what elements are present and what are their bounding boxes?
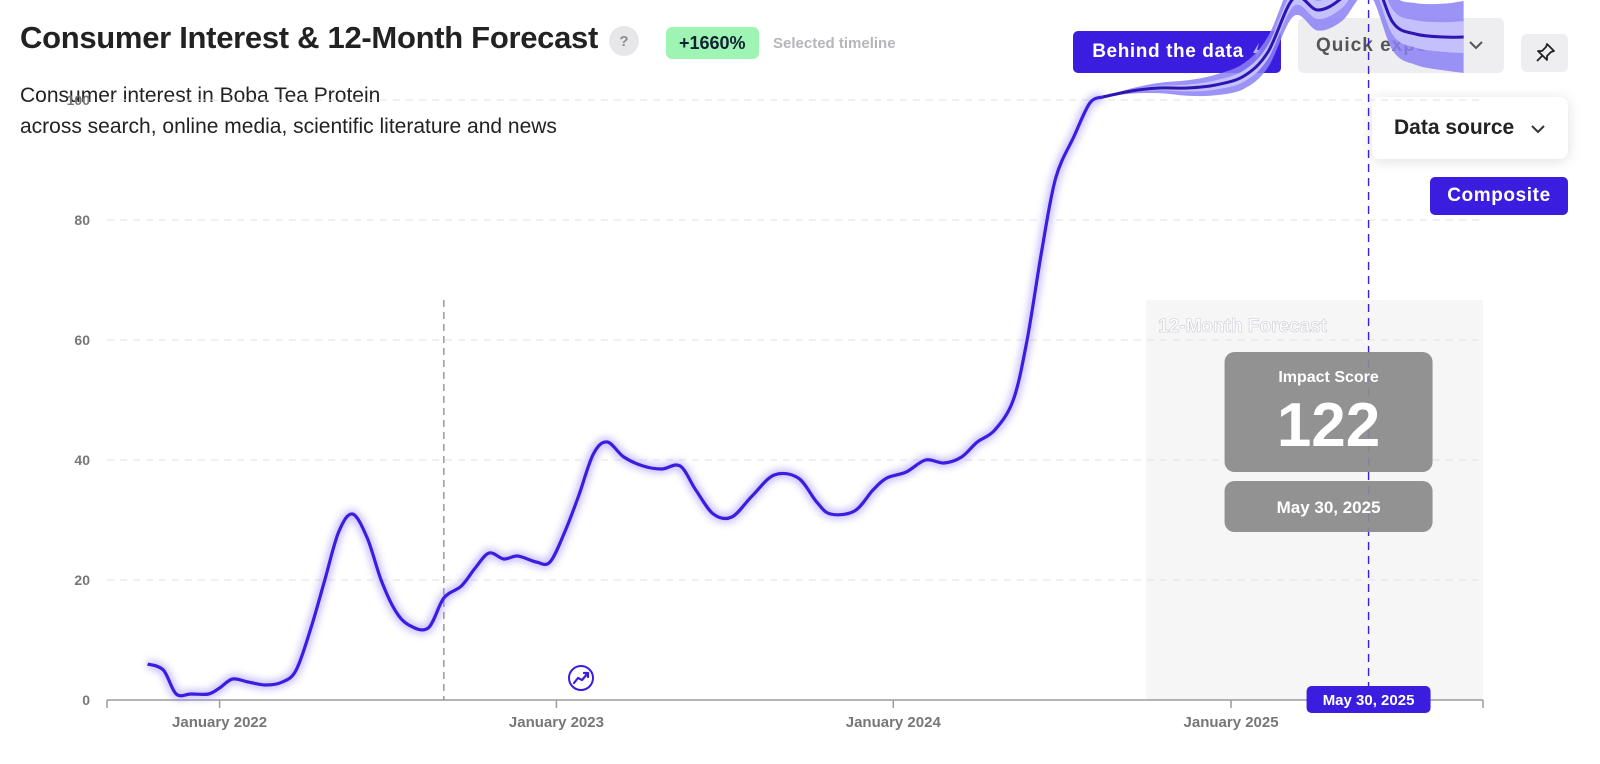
chart-subtitle: Consumer interest in Boba Tea Protein ac… [20, 80, 557, 142]
forecast-label: 12-Month Forecast [1158, 316, 1328, 337]
y-tick-label: 20 [74, 572, 90, 588]
impact-score-tooltip: Impact Score 122 May 30, 2025 [1224, 352, 1433, 532]
tooltip-title: Impact Score [1278, 369, 1379, 386]
y-tick-label: 80 [74, 212, 90, 228]
x-tick-label: January 2025 [1184, 714, 1279, 731]
lightning-icon [1252, 43, 1261, 61]
y-tick-label: 40 [74, 452, 90, 468]
pin-button[interactable] [1521, 34, 1568, 72]
chart-title: Consumer Interest & 12-Month Forecast [20, 20, 599, 55]
composite-button[interactable]: Composite [1430, 177, 1568, 215]
reference-date-badge: May 30, 2025 [1306, 686, 1431, 713]
data-source-dropdown[interactable]: Data source [1372, 97, 1568, 159]
growth-badge: +1660% [666, 27, 759, 59]
behind-the-data-label: Behind the data [1092, 41, 1244, 62]
subtitle-line-2: across search, online media, scientific … [20, 115, 557, 138]
x-tick-label: January 2022 [172, 714, 267, 731]
help-icon[interactable]: ? [609, 26, 639, 56]
pin-icon [1535, 43, 1555, 62]
subtitle-line-1: Consumer interest in Boba Tea Protein [20, 84, 381, 107]
x-tick-label: January 2024 [846, 714, 942, 731]
trend-icon[interactable] [568, 665, 594, 691]
y-tick-label: 100 [67, 92, 91, 108]
y-tick-label: 0 [82, 692, 90, 708]
chevron-down-icon [1469, 41, 1483, 50]
data-source-label: Data source [1394, 116, 1515, 139]
forecast-line [1102, 0, 1464, 99]
tooltip-value: 122 [1277, 391, 1380, 460]
chevron-down-icon [1531, 125, 1545, 134]
x-tick-label: January 2023 [509, 714, 604, 731]
tooltip-date: May 30, 2025 [1277, 498, 1381, 517]
history-line [147, 95, 1104, 698]
y-tick-label: 60 [74, 332, 90, 348]
selected-timeline-label: Selected timeline [773, 35, 896, 52]
reference-date-label: May 30, 2025 [1323, 692, 1415, 709]
history-line-glow [146, 93, 1105, 700]
